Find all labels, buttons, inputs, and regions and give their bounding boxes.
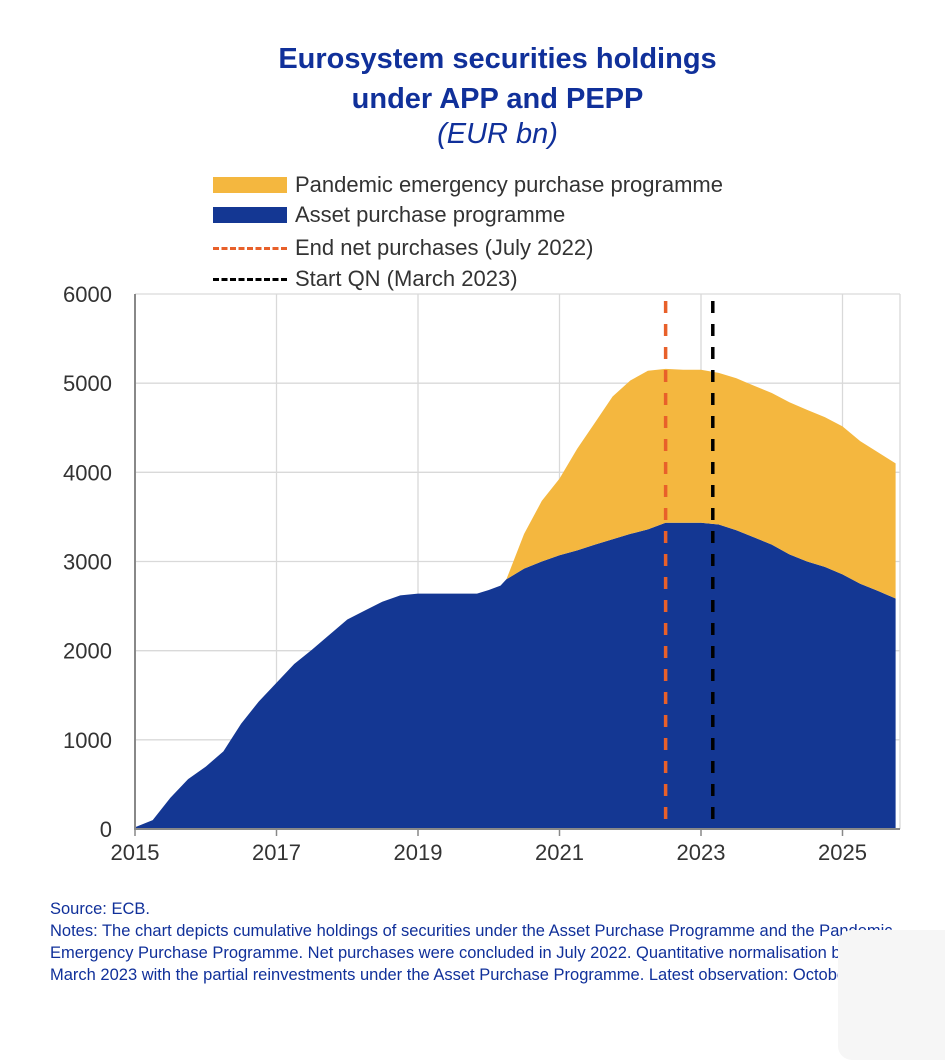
legend-item-app: Asset purchase programme <box>213 201 565 229</box>
x-tick-label: 2019 <box>394 840 443 865</box>
legend-dash-black <box>213 277 287 281</box>
notes-text: Notes: The chart depicts cumulative hold… <box>50 922 898 984</box>
chart-plot: 0 1000 2000 3000 4000 5000 6000 2015 2017 2019 202… <box>63 282 901 865</box>
y-tick-label: 2000 <box>63 639 112 664</box>
x-tick-label: 2023 <box>677 840 726 865</box>
legend-label: Start QN (March 2023) <box>295 266 518 291</box>
chart-title-line-2: under APP and PEPP <box>351 83 644 115</box>
y-tick-label: 1000 <box>63 728 112 753</box>
area-series-pepp <box>135 368 896 828</box>
y-tick-label: 6000 <box>63 282 112 307</box>
x-tick-label: 2025 <box>818 840 867 865</box>
area-series-app <box>135 522 896 829</box>
x-tick-label: 2015 <box>111 840 160 865</box>
legend-item-end-net-purchases: End net purchases (July 2022) <box>213 234 593 262</box>
corner-decoration <box>838 930 945 1060</box>
source-text: Source: ECB. <box>50 900 150 918</box>
x-tick-label: 2017 <box>252 840 301 865</box>
x-tick-label: 2021 <box>535 840 584 865</box>
y-tick-label: 4000 <box>63 460 112 485</box>
chart-title-line-1: Eurosystem securities holdings <box>278 43 717 75</box>
chart-notes: Source: ECB. Notes: The chart depicts cu… <box>50 898 910 986</box>
y-tick-label: 5000 <box>63 371 112 396</box>
legend-label: Asset purchase programme <box>295 202 566 227</box>
legend-label: End net purchases (July 2022) <box>295 235 594 260</box>
y-tick-label: 0 <box>100 817 112 842</box>
legend-item-start-qn: Start QN (March 2023) <box>213 265 518 293</box>
legend-dash-orange <box>213 246 287 250</box>
chart-subtitle: (EUR bn) <box>437 118 558 150</box>
legend-swatch-app <box>213 207 287 223</box>
y-tick-label: 3000 <box>63 550 112 575</box>
legend-label: Pandemic emergency purchase programme <box>295 172 723 197</box>
legend-swatch-pepp <box>213 177 287 193</box>
legend-item-pepp: Pandemic emergency purchase programme <box>213 171 723 199</box>
